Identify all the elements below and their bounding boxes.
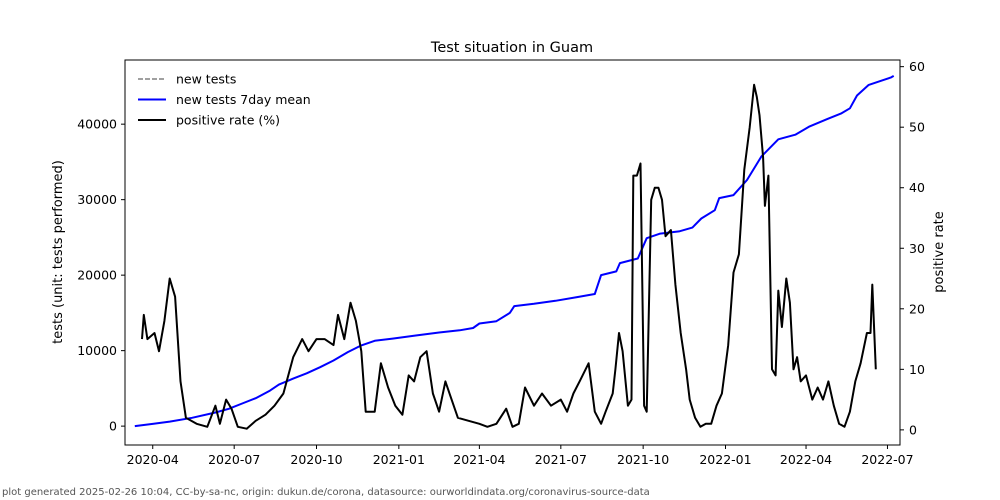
footer-note: plot generated 2025-02-26 10:04, CC-by-s… — [2, 487, 650, 498]
y-axis-left-label: tests (unit: tests performed) — [51, 160, 66, 344]
series-line-2 — [141, 83, 877, 430]
y-axis-right-label: positive rate — [932, 211, 947, 293]
y-right-tick-label: 50 — [909, 120, 925, 135]
x-tick-label: 2021-01 — [373, 452, 425, 467]
x-tick-label: 2021-10 — [617, 452, 669, 467]
x-tick-label: 2021-07 — [535, 452, 587, 467]
x-tick-label: 2020-10 — [290, 452, 342, 467]
legend-label: positive rate (%) — [176, 113, 280, 128]
y-axis-right: 0 10 20 30 40 50 60 — [900, 59, 925, 437]
legend-label: new tests 7day mean — [176, 92, 311, 107]
plot-content — [134, 75, 895, 430]
plot-frame — [124, 59, 901, 446]
y-left-tick-label: 40000 — [77, 117, 117, 132]
y-right-tick-label: 10 — [909, 362, 925, 377]
x-tick-label: 2020-04 — [127, 452, 179, 467]
y-right-tick-label: 30 — [909, 241, 925, 256]
x-tick-label: 2022-04 — [780, 452, 832, 467]
x-axis: 2020-04 2020-07 2020-10 2021-01 2021-04 2021-… — [127, 445, 914, 467]
legend-label: new tests — [176, 72, 236, 87]
y-right-tick-label: 0 — [909, 422, 917, 437]
y-right-tick-label: 40 — [909, 180, 925, 195]
legend: new tests new tests 7day mean positive rat… — [138, 72, 311, 128]
y-right-tick-label: 20 — [909, 301, 925, 316]
y-axis-left: 0 10000 20000 30000 40000 — [77, 117, 125, 434]
chart-title: Test situation in Guam — [430, 40, 593, 56]
y-left-tick-label: 30000 — [77, 192, 117, 207]
x-tick-label: 2021-04 — [453, 452, 505, 467]
x-tick-label: 2022-07 — [861, 452, 913, 467]
y-left-tick-label: 10000 — [77, 343, 117, 358]
y-left-tick-label: 20000 — [77, 268, 117, 283]
y-left-tick-label: 0 — [109, 419, 117, 434]
series-line-1 — [134, 75, 895, 428]
x-tick-label: 2020-07 — [208, 452, 260, 467]
x-tick-label: 2022-01 — [699, 452, 751, 467]
y-right-tick-label: 60 — [909, 59, 925, 74]
